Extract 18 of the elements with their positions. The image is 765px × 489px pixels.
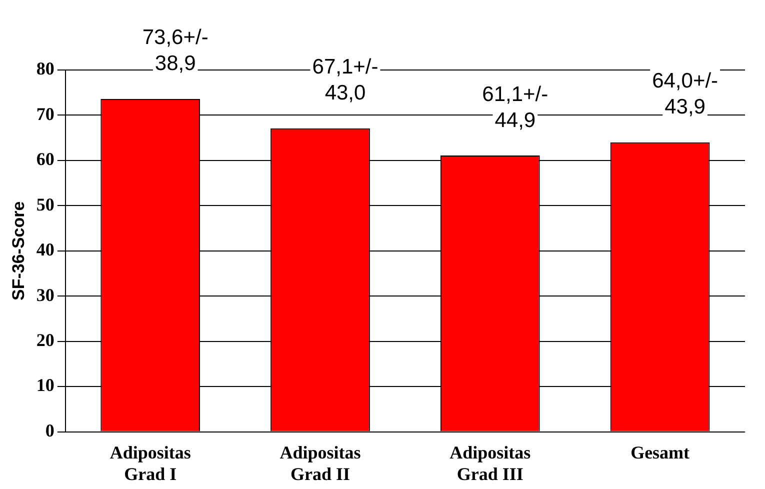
y-tick-label: 80 (36, 58, 54, 79)
x-tick-label: Gesamt (630, 442, 690, 462)
y-tick-label: 20 (36, 330, 54, 350)
data-label: 61,1+/- 44,9 (482, 82, 548, 132)
y-tick-label: 40 (36, 240, 54, 260)
data-label: 64,0+/- 43,9 (652, 70, 718, 119)
data-label: 73,6+/- 38,9 (142, 26, 208, 76)
data-label: 67,1+/- 43,0 (312, 56, 378, 105)
y-tick-label: 70 (36, 104, 54, 124)
y-axis-title: SF-36-Score (8, 201, 28, 300)
y-tick-label: 30 (36, 284, 54, 305)
y-tick-label: 60 (36, 149, 54, 170)
y-tick-label: 50 (36, 194, 54, 214)
x-tick-label: Adipositas Grad I (110, 442, 191, 484)
x-tick-label: Adipositas Grad II (280, 442, 361, 484)
y-tick-label: 0 (45, 420, 54, 440)
y-tick-label: 10 (36, 375, 54, 396)
x-tick-label: Adipositas Grad III (450, 442, 531, 484)
